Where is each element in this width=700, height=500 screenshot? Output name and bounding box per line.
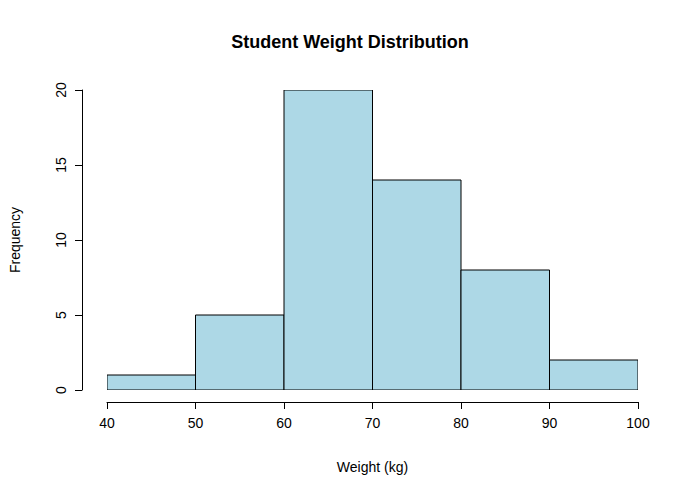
svg-text:70: 70 [365,415,381,431]
svg-text:Frequency: Frequency [7,207,23,273]
svg-text:10: 10 [53,232,69,248]
svg-text:50: 50 [188,415,204,431]
svg-text:20: 20 [53,82,69,98]
svg-text:0: 0 [53,386,69,394]
svg-text:Weight (kg): Weight (kg) [337,459,408,475]
svg-text:5: 5 [53,311,69,319]
svg-text:Student Weight Distribution: Student Weight Distribution [231,32,469,52]
svg-text:15: 15 [53,157,69,173]
svg-text:40: 40 [99,415,115,431]
svg-text:90: 90 [542,415,558,431]
svg-text:80: 80 [453,415,469,431]
svg-text:60: 60 [276,415,292,431]
svg-text:100: 100 [626,415,650,431]
